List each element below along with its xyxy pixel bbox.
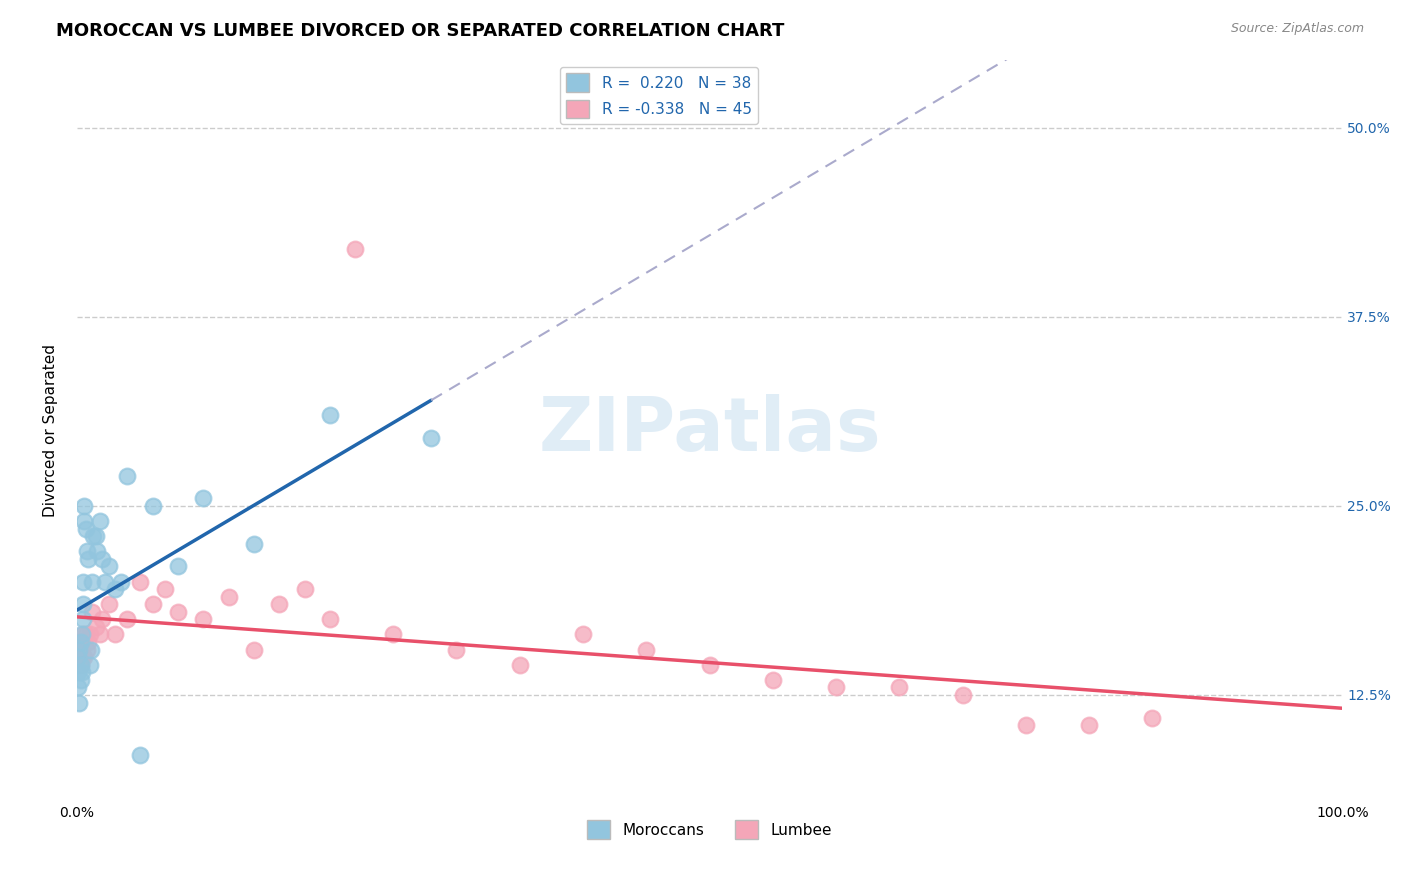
Point xyxy=(67,696,90,710)
Point xyxy=(636,642,658,657)
Point xyxy=(243,537,266,551)
Point xyxy=(104,582,127,596)
Point xyxy=(69,642,91,657)
Point xyxy=(889,681,911,695)
Point xyxy=(73,499,96,513)
Point xyxy=(420,431,443,445)
Point xyxy=(509,657,531,672)
Point xyxy=(67,635,90,649)
Point xyxy=(572,627,595,641)
Point xyxy=(243,642,266,657)
Point xyxy=(67,681,90,695)
Point xyxy=(84,529,107,543)
Point xyxy=(86,544,108,558)
Point xyxy=(67,650,90,665)
Point xyxy=(67,665,90,680)
Point xyxy=(344,242,367,256)
Point xyxy=(79,657,101,672)
Point xyxy=(67,642,90,657)
Y-axis label: Divorced or Separated: Divorced or Separated xyxy=(44,343,58,516)
Point xyxy=(97,597,120,611)
Point xyxy=(104,627,127,641)
Point xyxy=(269,597,291,611)
Point xyxy=(77,551,100,566)
Point xyxy=(67,650,90,665)
Point xyxy=(110,574,132,589)
Point xyxy=(1078,718,1101,732)
Point xyxy=(117,468,139,483)
Point xyxy=(80,605,103,619)
Point xyxy=(91,612,114,626)
Point xyxy=(93,574,115,589)
Point xyxy=(91,551,114,566)
Point xyxy=(89,627,111,641)
Point xyxy=(825,681,848,695)
Legend: Moroccans, Lumbee: Moroccans, Lumbee xyxy=(581,814,838,845)
Point xyxy=(89,514,111,528)
Text: Source: ZipAtlas.com: Source: ZipAtlas.com xyxy=(1230,22,1364,36)
Point xyxy=(67,642,90,657)
Point xyxy=(117,612,139,626)
Point xyxy=(167,559,190,574)
Point xyxy=(76,642,98,657)
Point xyxy=(69,657,91,672)
Point xyxy=(129,574,152,589)
Point xyxy=(319,612,342,626)
Point xyxy=(69,635,91,649)
Point xyxy=(69,657,91,672)
Point xyxy=(84,620,107,634)
Point xyxy=(382,627,405,641)
Text: ZIPatlas: ZIPatlas xyxy=(538,393,882,467)
Point xyxy=(69,673,91,687)
Point xyxy=(72,574,94,589)
Point xyxy=(129,748,152,763)
Point xyxy=(82,529,104,543)
Point xyxy=(67,635,90,649)
Point xyxy=(75,627,97,641)
Point xyxy=(70,665,93,680)
Point xyxy=(155,582,177,596)
Point xyxy=(77,635,100,649)
Point xyxy=(76,544,98,558)
Point xyxy=(762,673,785,687)
Point xyxy=(699,657,721,672)
Point xyxy=(70,627,93,641)
Point xyxy=(80,574,103,589)
Point xyxy=(72,627,94,641)
Point xyxy=(142,499,165,513)
Point xyxy=(193,612,215,626)
Point xyxy=(142,597,165,611)
Point xyxy=(80,642,103,657)
Point xyxy=(67,657,90,672)
Point xyxy=(70,650,93,665)
Point xyxy=(73,514,96,528)
Point xyxy=(952,688,974,702)
Point xyxy=(193,491,215,506)
Point xyxy=(1015,718,1038,732)
Point xyxy=(167,605,190,619)
Point xyxy=(79,627,101,641)
Point xyxy=(1142,711,1164,725)
Point xyxy=(446,642,468,657)
Point xyxy=(72,612,94,626)
Point xyxy=(218,590,240,604)
Point xyxy=(72,597,94,611)
Point xyxy=(97,559,120,574)
Point xyxy=(75,522,97,536)
Point xyxy=(73,650,96,665)
Text: MOROCCAN VS LUMBEE DIVORCED OR SEPARATED CORRELATION CHART: MOROCCAN VS LUMBEE DIVORCED OR SEPARATED… xyxy=(56,22,785,40)
Point xyxy=(319,408,342,422)
Point xyxy=(294,582,316,596)
